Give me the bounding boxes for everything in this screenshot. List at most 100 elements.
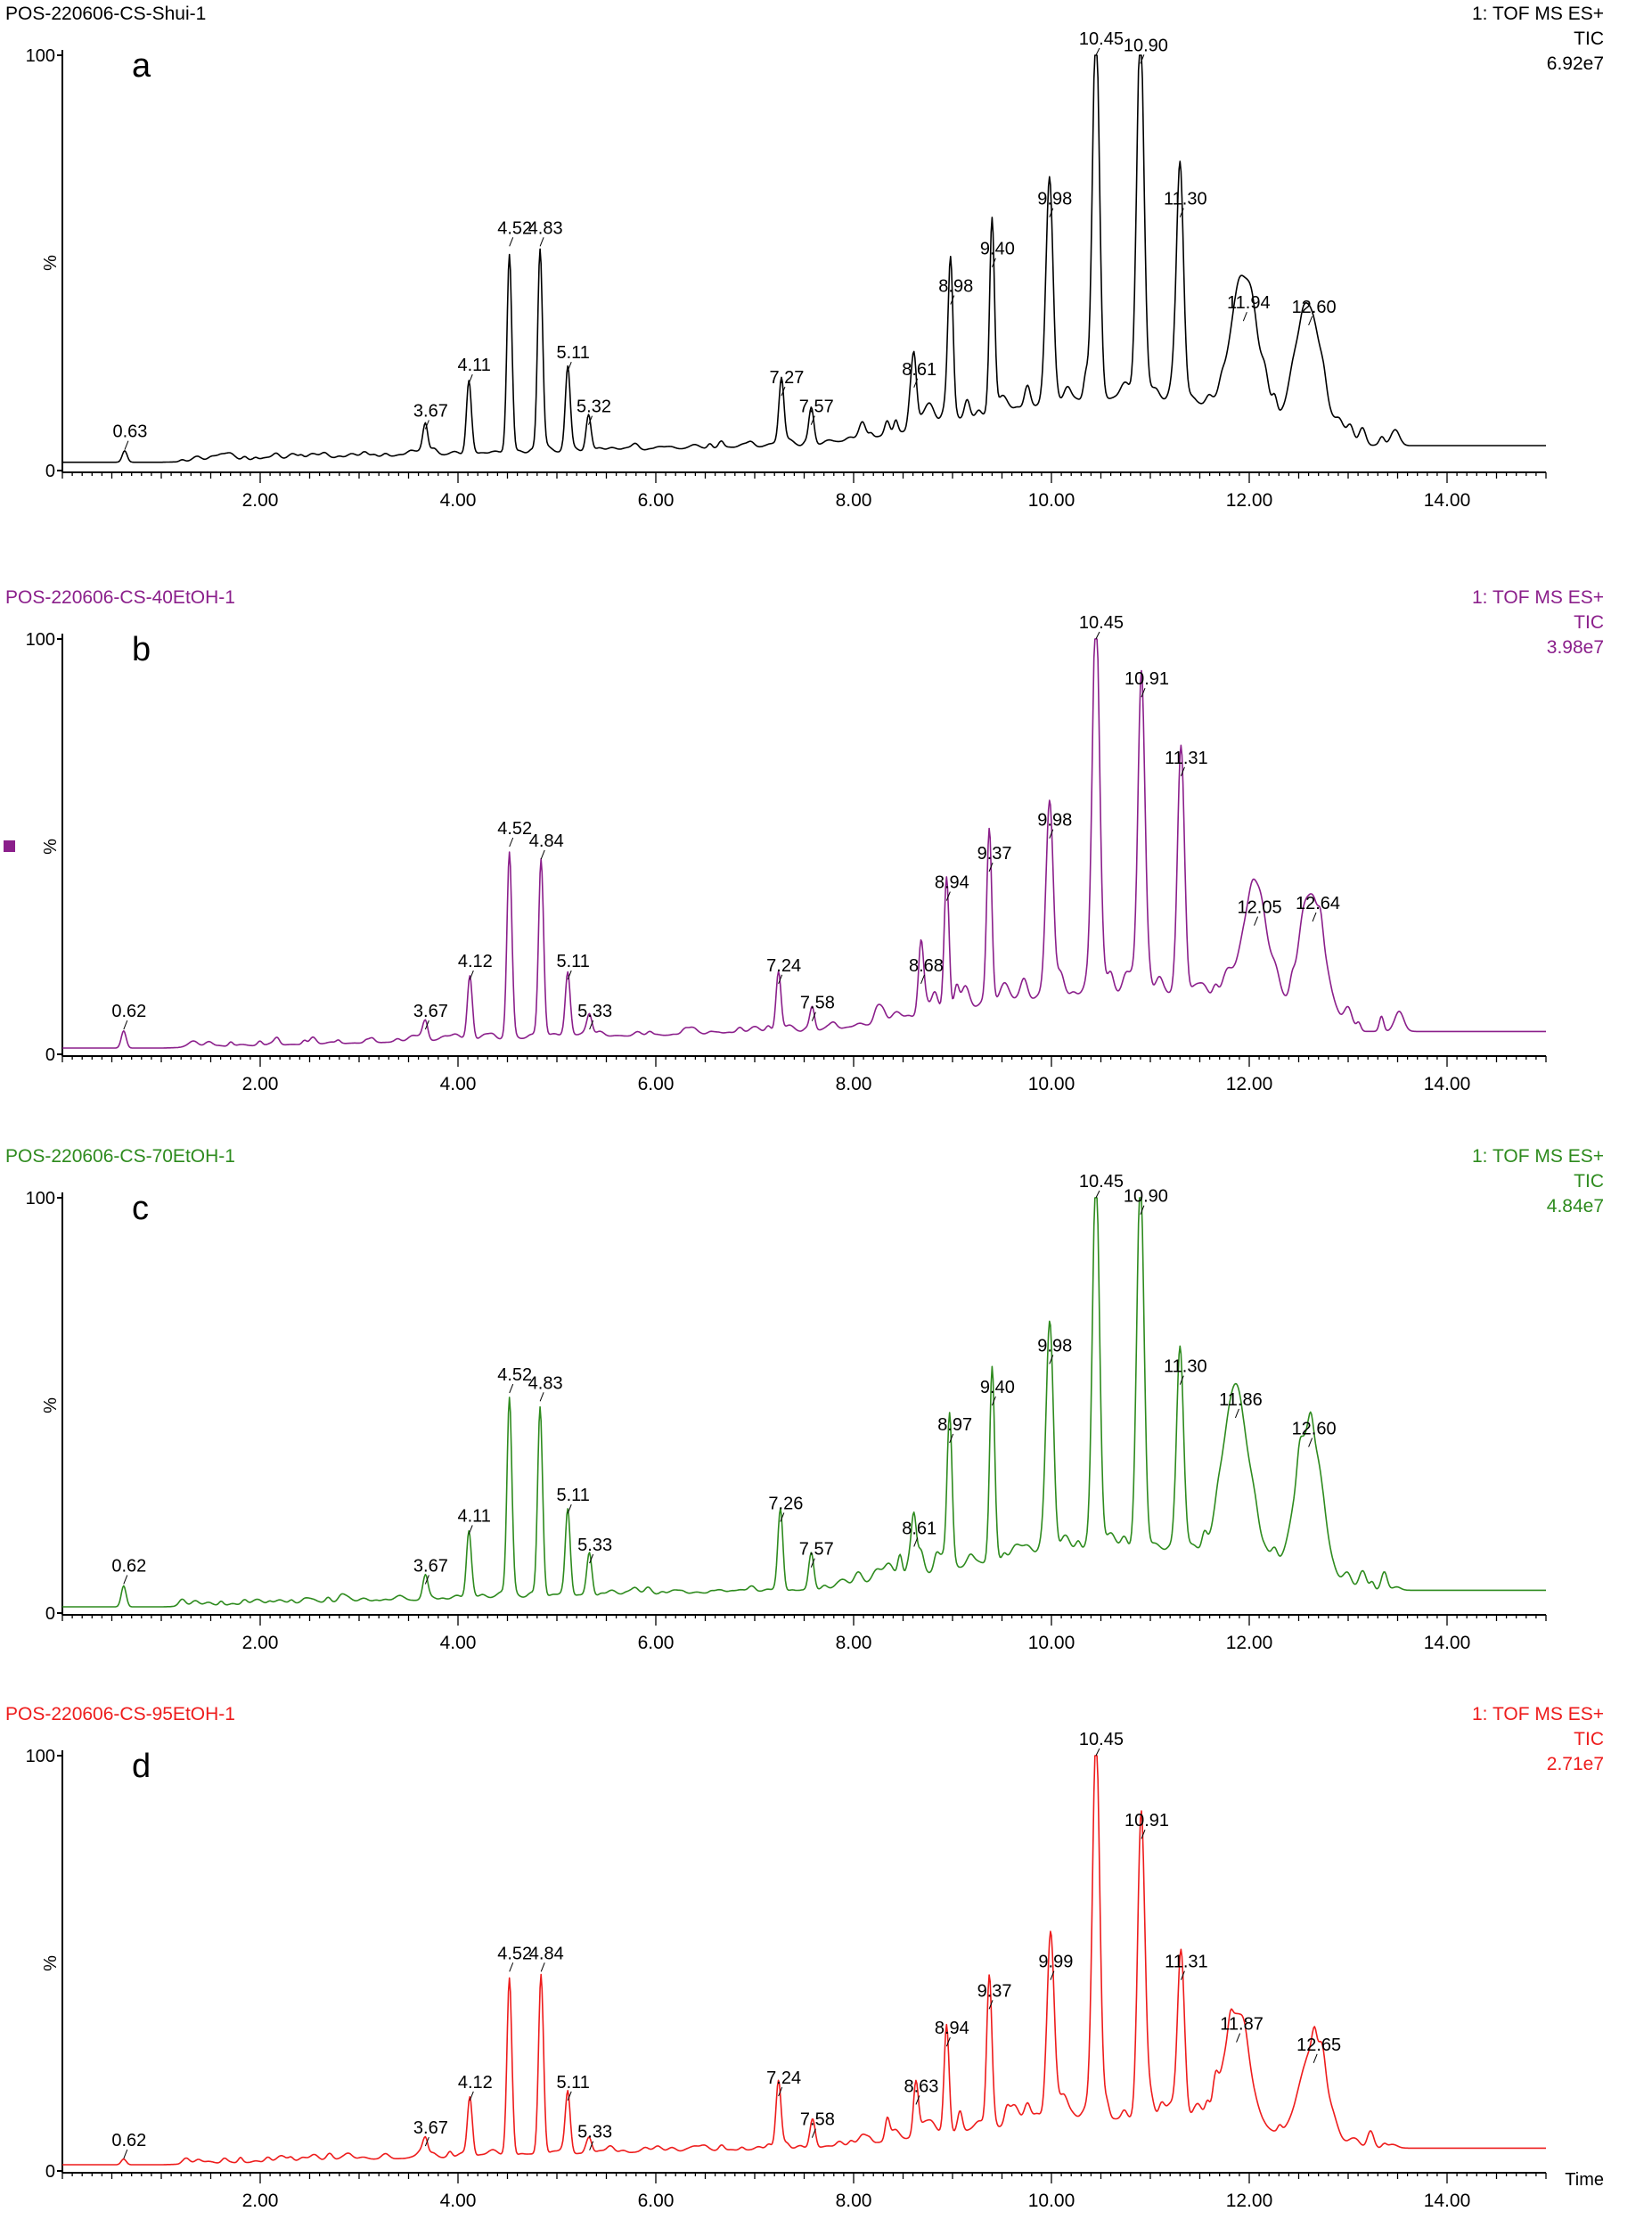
peak-leader (1180, 766, 1185, 776)
peak-label: 5.11 (556, 952, 589, 971)
x-tick-label: 2.00 (242, 1074, 279, 1094)
peak-label: 11.86 (1219, 1390, 1263, 1410)
peak-leader (991, 1396, 996, 1406)
peak-leader (539, 237, 544, 247)
peak-leader (509, 1383, 514, 1394)
panel-letter: c (132, 1190, 149, 1227)
tic-trace (62, 1755, 1546, 2166)
y-axis-label: % (41, 1397, 61, 1413)
x-tick-label: 14.00 (1424, 1074, 1471, 1094)
peak-label: 5.11 (556, 1486, 589, 1505)
peak-leader (949, 1433, 954, 1444)
y-tick-label: 100 (26, 630, 55, 650)
peak-label: 4.83 (528, 218, 563, 238)
y-tick-label: 100 (26, 1747, 55, 1766)
peak-label: 4.52 (497, 1365, 532, 1385)
peak-label: 10.91 (1125, 669, 1169, 689)
trace-label: TIC (1574, 1171, 1604, 1192)
peak-label: 12.05 (1238, 898, 1282, 918)
peak-label: 11.31 (1165, 1953, 1208, 1972)
series-marker-icon (4, 840, 15, 852)
peak-label: 9.98 (1037, 190, 1072, 209)
peak-label: 9.37 (977, 844, 1012, 864)
peak-label: 4.84 (529, 1944, 564, 1963)
y-tick-label: 0 (45, 1045, 55, 1065)
peak-leader (811, 1012, 816, 1021)
detector-label: 1: TOF MS ES+ (1472, 1704, 1604, 1724)
max-intensity-label: 2.71e7 (1547, 1754, 1604, 1774)
peak-label: 9.37 (977, 1981, 1012, 2001)
peak-label: 0.62 (111, 1556, 146, 1576)
x-tick-label: 2.00 (242, 490, 279, 511)
peak-label: 7.58 (800, 2110, 835, 2130)
peak-label: 4.11 (457, 1506, 490, 1526)
detector-label: 1: TOF MS ES+ (1472, 1146, 1604, 1167)
peak-leader (1141, 688, 1146, 698)
peak-leader (123, 1020, 128, 1030)
peak-leader (589, 1020, 594, 1030)
peak-label: 4.11 (457, 356, 490, 375)
x-tick-label: 2.00 (242, 2191, 279, 2211)
peak-leader (1049, 829, 1054, 839)
peak-label: 5.33 (577, 2123, 612, 2142)
peak-leader (567, 361, 572, 372)
peak-label: 9.40 (980, 1378, 1015, 1397)
peak-leader (123, 2149, 128, 2159)
peak-label: 7.58 (800, 994, 835, 1013)
peak-leader (913, 1537, 919, 1547)
x-tick-label: 8.00 (836, 2191, 872, 2211)
x-tick-label: 10.00 (1028, 1074, 1075, 1094)
max-intensity-label: 4.84e7 (1547, 1196, 1604, 1216)
peak-label: 11.87 (1220, 2015, 1264, 2035)
peak-leader (950, 295, 955, 305)
peak-leader (424, 2136, 429, 2147)
peak-leader (468, 1525, 473, 1535)
peak-label: 11.30 (1164, 190, 1207, 209)
peak-label: 8.98 (938, 277, 973, 297)
peak-label: 12.60 (1292, 298, 1337, 317)
sample-name: POS-220606-CS-70EtOH-1 (5, 1146, 235, 1167)
peak-leader (1095, 1748, 1100, 1757)
peak-label: 4.12 (458, 2073, 493, 2093)
peak-leader (509, 837, 514, 848)
peak-leader (567, 2091, 572, 2101)
peak-label: 8.61 (902, 360, 936, 380)
peak-leader (567, 970, 572, 980)
peak-leader (1308, 1438, 1313, 1447)
trace-label: TIC (1574, 29, 1604, 49)
peak-leader (1095, 47, 1100, 56)
peak-label: 3.67 (413, 2118, 448, 2138)
peak-leader (424, 1575, 429, 1585)
peak-label: 3.67 (413, 401, 448, 421)
peak-label: 4.84 (529, 831, 564, 851)
chart-panel-a: POS-220606-CS-Shui-1 1: TOF MS ES+ TIC 6.92… (5, 4, 1604, 511)
y-axis-label: % (41, 1955, 61, 1971)
peak-leader (1242, 312, 1247, 322)
peak-leader (540, 849, 545, 860)
peak-leader (1312, 912, 1317, 922)
peak-label: 0.62 (111, 2131, 146, 2150)
x-tick-label: 8.00 (836, 1074, 872, 1094)
x-tick-label: 12.00 (1226, 1074, 1273, 1094)
peak-label: 5.32 (577, 397, 611, 417)
peak-label: 11.94 (1227, 293, 1271, 313)
x-tick-label: 12.00 (1226, 2191, 1273, 2211)
peak-leader (588, 415, 593, 425)
x-tick-label: 10.00 (1028, 2191, 1075, 2211)
peak-label: 9.98 (1037, 811, 1072, 831)
y-axis-label: % (41, 255, 61, 271)
peak-leader (1140, 1205, 1145, 1215)
peak-label: 12.65 (1296, 2036, 1341, 2055)
peak-leader (945, 891, 951, 901)
x-tick-label: 10.00 (1028, 490, 1075, 511)
y-tick-label: 0 (45, 462, 55, 481)
x-tick-label: 8.00 (836, 490, 872, 511)
peak-leader (509, 237, 514, 247)
chart-panel-c: POS-220606-CS-70EtOH-1 1: TOF MS ES+ TIC 4.… (5, 1146, 1604, 1653)
trace-label: TIC (1574, 1729, 1604, 1749)
peak-leader (469, 2091, 474, 2101)
peak-leader (1308, 315, 1313, 326)
peak-leader (1179, 1375, 1184, 1385)
peak-label: 11.30 (1164, 1357, 1207, 1377)
peak-leader (1050, 1970, 1055, 1980)
